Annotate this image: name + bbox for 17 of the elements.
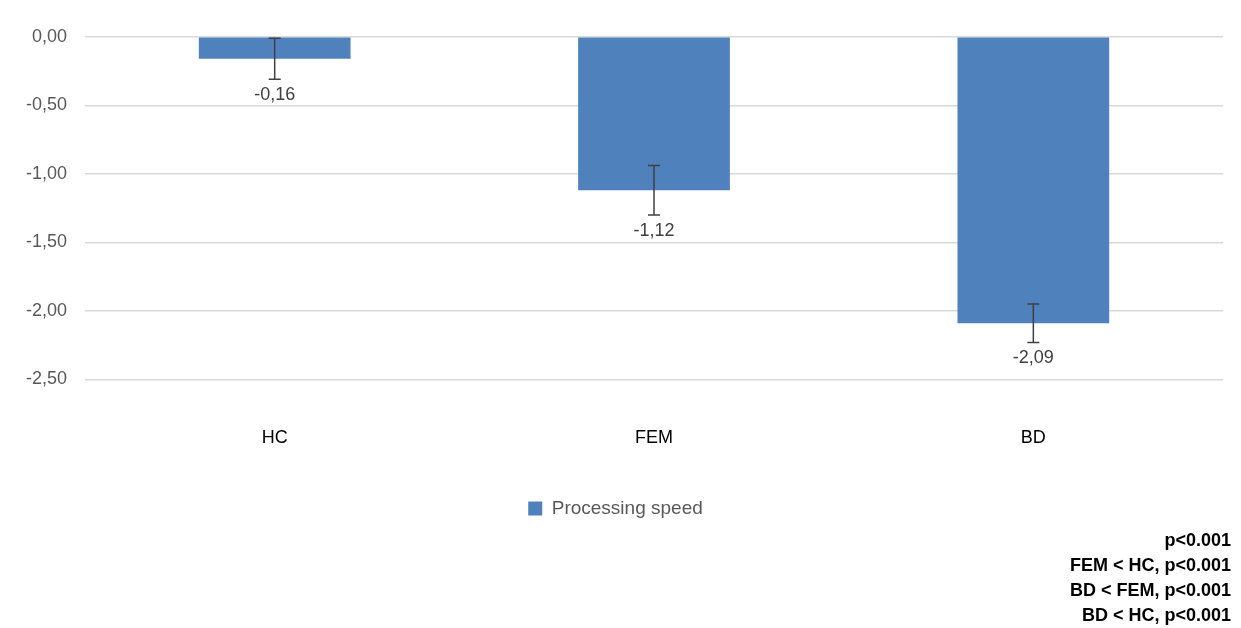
y-tick-label: 0,00 xyxy=(31,25,68,46)
y-tick-label: -1,50 xyxy=(26,231,68,252)
legend-label: Processing speed xyxy=(551,496,703,518)
y-tick-label: -0,50 xyxy=(26,94,68,115)
text: FEM < HC, p<0.001 xyxy=(1068,554,1231,577)
x-tick-label: BD xyxy=(1020,427,1046,448)
x-tick-label: HC xyxy=(261,427,288,448)
x-tick-label: FEM xyxy=(635,427,674,448)
data-label: -2,09 xyxy=(1012,347,1054,368)
y-tick-label: -2,00 xyxy=(26,299,68,320)
text: p<0.001 xyxy=(1163,529,1231,552)
y-tick-label: -2,50 xyxy=(26,368,68,389)
text: BD < HC, p<0.001 xyxy=(1080,604,1231,627)
y-tick-label: -1,00 xyxy=(26,162,68,183)
text: BD < FEM, p<0.001 xyxy=(1068,579,1231,602)
data-label: -1,12 xyxy=(633,219,675,240)
data-label: -0,16 xyxy=(254,84,296,105)
